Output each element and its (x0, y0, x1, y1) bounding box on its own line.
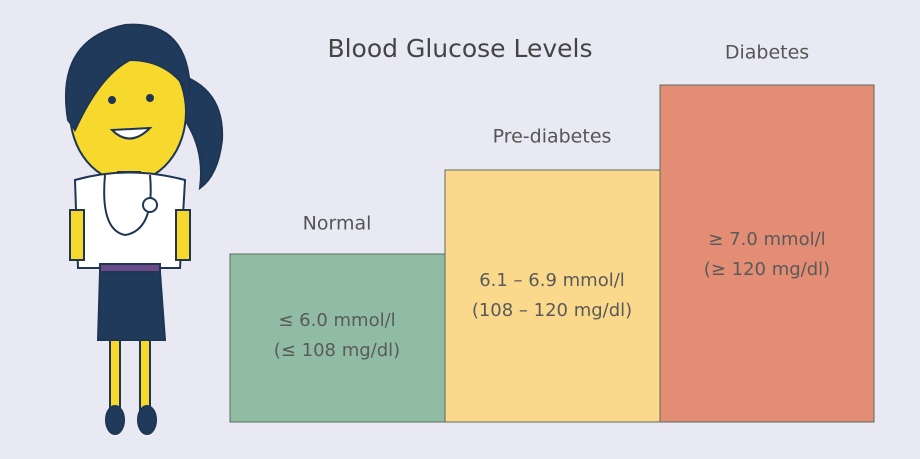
normal-box (229, 253, 446, 423)
level-range: 6.1 – 6.9 mmol/l (479, 270, 625, 291)
level-range: ≤ 6.0 mmol/l (278, 310, 395, 331)
level-range: (108 – 120 mg/dl) (472, 300, 632, 321)
level-label: Normal (303, 213, 372, 235)
title: Blood Glucose Levels (327, 34, 592, 63)
prediabetes-box (444, 169, 661, 423)
doctor-illustration (64, 23, 224, 435)
level-label: Pre-diabetes (493, 126, 612, 148)
level-range: (≤ 108 mg/dl) (274, 340, 400, 361)
diabetes-box (659, 84, 875, 423)
level-range: ≥ 7.0 mmol/l (708, 229, 825, 250)
level-label: Diabetes (725, 42, 809, 64)
level-range: (≥ 120 mg/dl) (704, 259, 830, 280)
